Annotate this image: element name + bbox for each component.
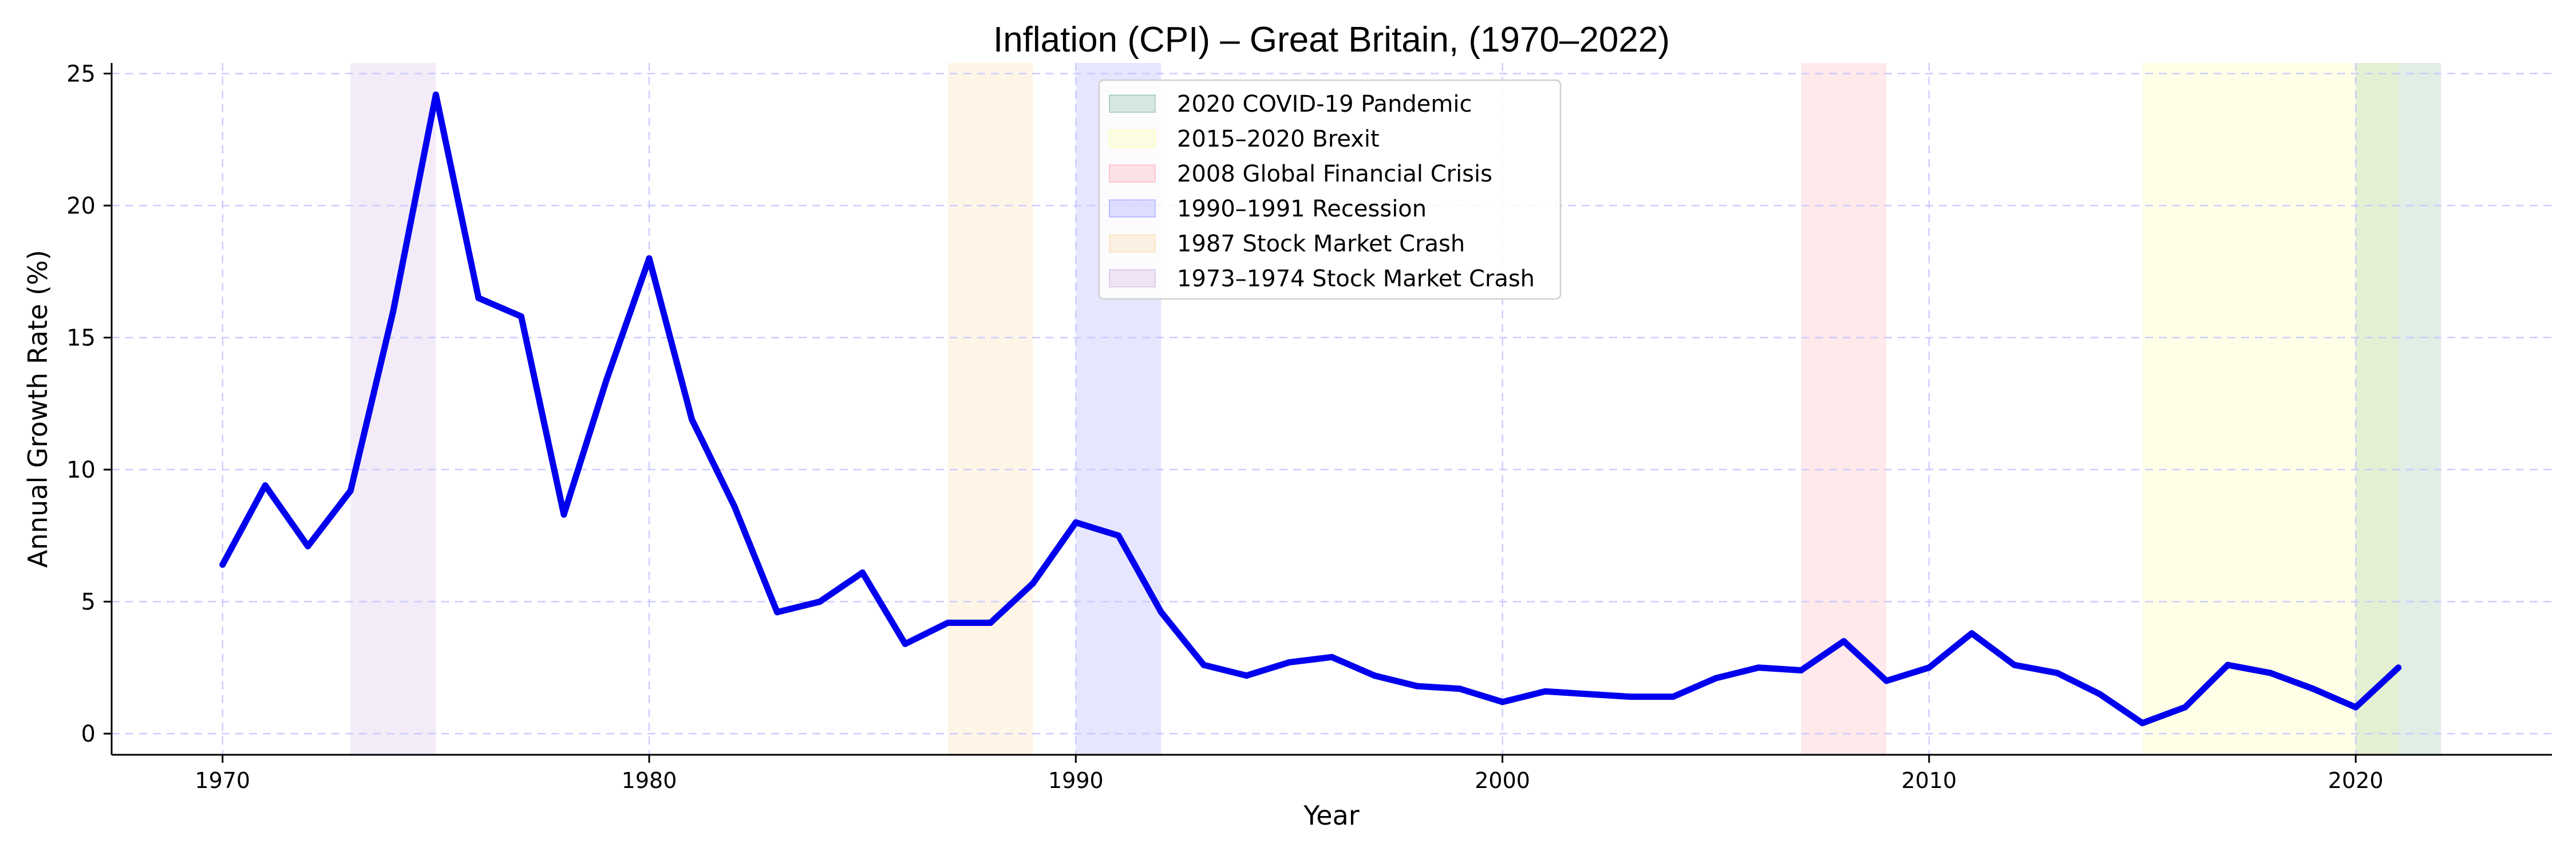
data-point-2019 [2310,685,2317,692]
y-tick-label-20: 20 [66,193,96,219]
data-point-1971 [262,482,268,489]
shaded-period-1 [2142,63,2399,755]
data-point-2012 [2011,661,2018,668]
data-point-1972 [305,543,311,550]
data-point-1989 [1030,580,1037,586]
series-layer [219,91,2402,727]
data-point-1996 [1329,653,1335,660]
data-point-1977 [517,313,524,320]
legend-label-2: 2008 Global Financial Crisis [1177,161,1492,187]
x-tick-label-2000: 2000 [1475,768,1530,793]
y-tick-label-5: 5 [81,589,96,616]
legend-swatch-2 [1109,164,1156,183]
legend-label-0: 2020 COVID-19 Pandemic [1177,91,1472,117]
data-point-1993 [1200,661,1207,668]
data-point-1999 [1456,685,1463,692]
data-point-2006 [1755,664,1762,671]
legend-swatch-5 [1109,269,1156,287]
data-point-1974 [390,308,397,314]
data-point-1988 [987,619,994,626]
data-point-1981 [689,416,696,423]
data-point-1990 [1072,519,1079,526]
data-point-1985 [859,569,866,576]
data-point-1997 [1371,672,1378,679]
data-point-2010 [1926,664,1933,671]
data-point-2001 [1542,688,1548,695]
legend-label-4: 1987 Stock Market Crash [1177,231,1465,257]
grid-lines [112,63,2552,755]
data-point-1979 [603,376,610,383]
axes [110,63,2552,756]
data-point-2007 [1797,667,1804,673]
x-axis-label: Year [1303,800,1359,831]
legend-swatch-4 [1109,234,1156,253]
data-point-2020 [2352,704,2359,711]
y-tick-label-15: 15 [66,325,96,352]
data-point-1980 [646,255,653,262]
data-point-2011 [1968,630,1975,637]
x-tick-label-1980: 1980 [622,768,677,793]
x-tick-label-1970: 1970 [195,768,250,793]
data-point-1986 [902,640,908,647]
data-point-2008 [1840,638,1847,645]
y-tick-label-25: 25 [66,61,96,87]
data-point-1995 [1286,659,1293,666]
data-point-1975 [432,91,439,98]
data-point-2016 [2182,704,2188,711]
data-point-2004 [1670,693,1677,700]
data-point-2014 [2096,691,2103,698]
legend-label-3: 1990–1991 Recession [1177,196,1427,222]
legend-swatch-1 [1109,129,1156,148]
data-point-2003 [1627,693,1634,700]
data-point-1973 [347,487,354,494]
series-line-0 [219,91,2402,727]
legend-box [1098,79,1562,300]
data-point-1987 [945,619,951,626]
data-point-1994 [1243,672,1250,679]
data-point-2021 [2395,664,2402,671]
data-point-2013 [2053,669,2060,676]
data-point-1982 [731,503,738,510]
data-point-1983 [774,609,781,616]
data-point-2005 [1712,675,1719,681]
data-point-2002 [1585,691,1591,698]
y-axis-label: Annual Growth Rate (%) [22,250,53,568]
legend-label-1: 2015–2020 Brexit [1177,126,1380,152]
legend: 2020 COVID-19 Pandemic 2015–2020 Brexit 20… [1098,79,1562,300]
x-tick-label-2010: 2010 [1902,768,1957,793]
data-point-2017 [2225,661,2231,668]
data-point-1992 [1157,609,1164,616]
data-point-2000 [1499,699,1506,706]
legend-swatch-0 [1109,94,1156,113]
chart-title: Inflation (CPI) – Great Britain, (1970–2… [993,20,1670,60]
shaded-period-4 [947,63,1033,755]
y-tick-label-0: 0 [81,721,96,747]
x-ticks: 1970 1980 1990 2000 2010 2020 [195,755,2384,793]
x-tick-label-2020: 2020 [2328,768,2384,793]
data-point-2015 [2139,720,2146,727]
data-point-1991 [1115,532,1122,539]
data-point-2009 [1883,677,1890,684]
legend-swatch-3 [1109,199,1156,218]
data-point-1970 [219,561,226,568]
data-point-1976 [475,294,482,301]
data-point-1998 [1414,683,1421,689]
data-point-1984 [816,598,823,605]
y-ticks: 0 5 10 15 20 25 [66,61,112,747]
shaded-period-2 [1801,63,1887,755]
legend-label-5: 1973–1974 Stock Market Crash [1177,266,1535,292]
data-point-1978 [560,511,567,518]
x-tick-label-1990: 1990 [1048,768,1104,793]
shaded-period-0 [2356,63,2441,755]
data-point-2018 [2267,669,2274,676]
y-tick-label-10: 10 [66,457,96,483]
